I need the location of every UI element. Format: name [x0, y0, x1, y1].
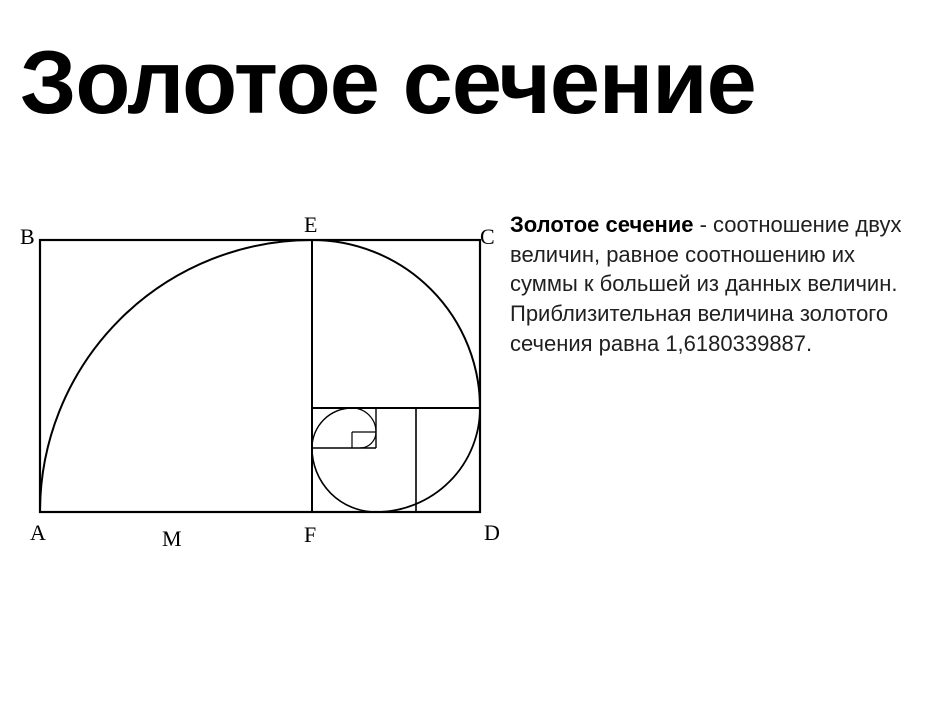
spiral-arc	[312, 448, 376, 512]
spiral-arc	[40, 240, 312, 512]
spiral-arc	[360, 432, 376, 448]
spiral-svg	[0, 210, 500, 570]
golden-spiral-diagram: A B C D E F M	[0, 210, 500, 570]
term: Золотое сечение	[510, 212, 694, 237]
point-label-M: M	[162, 526, 182, 552]
spiral-arc	[312, 408, 352, 448]
point-label-E: E	[304, 212, 317, 238]
spiral-arc	[376, 408, 480, 512]
outer-rect	[40, 240, 480, 512]
point-label-F: F	[304, 522, 316, 548]
spiral-arc	[352, 408, 376, 432]
description-text: Золотое сечение - соотношение двух велич…	[500, 210, 940, 570]
page-title: Золотое сечение	[20, 38, 756, 128]
point-label-C: C	[480, 224, 495, 250]
content-row: A B C D E F M Золотое сечение - соотноше…	[0, 210, 940, 570]
spiral-arc	[312, 240, 480, 408]
point-label-D: D	[484, 520, 500, 546]
point-label-B: B	[20, 224, 35, 250]
point-label-A: A	[30, 520, 46, 546]
